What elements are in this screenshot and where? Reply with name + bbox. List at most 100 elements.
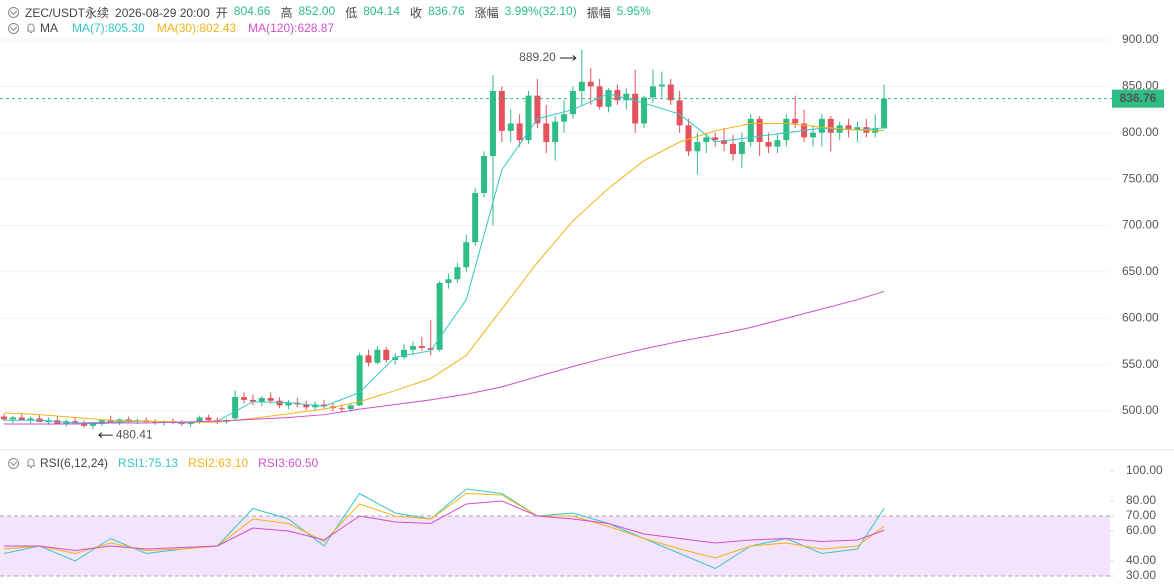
collapse-icon[interactable] [8, 22, 19, 34]
y-tick-label: 500.00 [1122, 403, 1159, 417]
candle-body [276, 400, 283, 406]
y-tick-label: 60.00 [1126, 523, 1156, 537]
field-value: 804.14 [363, 4, 400, 18]
candle-body [107, 420, 114, 423]
header-row: ZEC/USDT永续 2026-08-29 20:00 开 804.66 高 852.… [8, 4, 667, 21]
annotation-arrow [559, 55, 577, 61]
candle-body [409, 346, 416, 350]
candle-body [818, 118, 825, 133]
y-tick-label: 900.00 [1122, 32, 1159, 46]
candle-body [676, 100, 683, 126]
ma-label: MA [40, 21, 58, 35]
legend-entry: MA(120):628.87 [248, 21, 335, 35]
annotation-arrow [98, 432, 113, 439]
annotation-label: 889.20 [519, 50, 556, 64]
y-tick-label: 650.00 [1122, 264, 1159, 278]
candle-body [596, 86, 603, 107]
candle-body [27, 418, 34, 421]
candle-body [783, 118, 790, 141]
candle-body [632, 93, 639, 124]
candle-body [845, 125, 852, 130]
candle-body [792, 118, 799, 124]
candle-body [561, 114, 568, 122]
candle-body [881, 98, 888, 129]
candle-body [658, 84, 665, 87]
candle-body [356, 355, 363, 406]
ma-line [3, 122, 885, 423]
candle-body [89, 423, 96, 426]
candle-body [489, 91, 496, 156]
candle-body [365, 355, 372, 363]
collapse-icon[interactable] [8, 7, 19, 18]
y-tick-label: 100.00 [1126, 463, 1163, 477]
candle-body [18, 417, 25, 421]
field-label: 低 [345, 6, 358, 20]
candle-body [347, 405, 354, 410]
candle-body [809, 132, 816, 138]
y-tick-label: 750.00 [1122, 171, 1159, 185]
field-value: 852.00 [298, 4, 336, 18]
legend-entry: MA(30):802.43 [156, 21, 237, 35]
y-tick-label: 850.00 [1122, 79, 1159, 93]
y-tick-label: 600.00 [1122, 310, 1159, 324]
y-tick-label: 550.00 [1122, 357, 1159, 371]
candle-body [436, 282, 443, 350]
candle-body [445, 279, 452, 283]
y-tick-label: 80.00 [1126, 493, 1156, 507]
candle-body [614, 90, 621, 101]
candle-body [729, 143, 736, 155]
candle-body [249, 399, 256, 402]
candle-body [738, 142, 745, 155]
candle-body [543, 123, 550, 143]
candle-body [623, 93, 630, 101]
candle-body [196, 417, 203, 423]
candle-body [552, 121, 559, 143]
rsi-line [3, 488, 885, 570]
y-tick-label: 70.00 [1126, 508, 1156, 522]
candle-body [418, 346, 425, 348]
rsi-legend: RSI(6,12,24) RSI1:75.13 RSI2:63.10 RSI3:60… [8, 456, 324, 470]
collapse-icon[interactable] [8, 457, 19, 469]
candle-body [472, 193, 479, 243]
fields: 开 804.66 高 852.00 低 804.14 收 836.76 涨幅 3.99%(32.1… [216, 4, 661, 21]
ma-legend: MA MA(7):805.30 MA(30):802.43 MA(120):628.… [8, 21, 346, 35]
candle-body [747, 118, 754, 143]
candle-body [507, 123, 514, 131]
candle-body [774, 140, 781, 147]
candle-body [241, 397, 248, 400]
candle-body [232, 397, 239, 419]
candle-body [81, 423, 88, 426]
field-value: 836.76 [427, 4, 465, 18]
current-price-label: 836.76 [1120, 91, 1157, 105]
rsi-line [3, 492, 885, 559]
candle-body [854, 127, 861, 130]
field-value: 3.99%(32.10) [504, 4, 577, 18]
candle-body [72, 421, 79, 424]
candle-body [392, 357, 399, 360]
candle-body [516, 123, 523, 141]
bell-icon [27, 23, 35, 33]
candle-body [427, 347, 434, 350]
field-label: 高 [280, 6, 293, 20]
rsi-band [0, 516, 1110, 576]
candle-body [765, 142, 772, 147]
candle-body [649, 86, 656, 98]
symbol: ZEC/USDT永续 [25, 6, 110, 20]
candle-body [338, 408, 345, 410]
legend-entry: MA(7):805.30 [72, 21, 145, 35]
ma-line [4, 93, 885, 424]
rsi-line [4, 500, 885, 552]
legend-entry: RSI2:63.10 [188, 456, 249, 470]
field-label: 收 [409, 6, 422, 20]
y-tick-label: 800.00 [1122, 125, 1159, 139]
candle-body [587, 81, 594, 87]
candle-body [667, 84, 674, 101]
candle-body [454, 267, 461, 280]
candle-body [685, 125, 692, 152]
candle-body [205, 417, 212, 421]
candle-body [712, 137, 719, 141]
field-value: 5.95% [616, 4, 651, 18]
y-tick-label: 40.00 [1126, 553, 1156, 567]
